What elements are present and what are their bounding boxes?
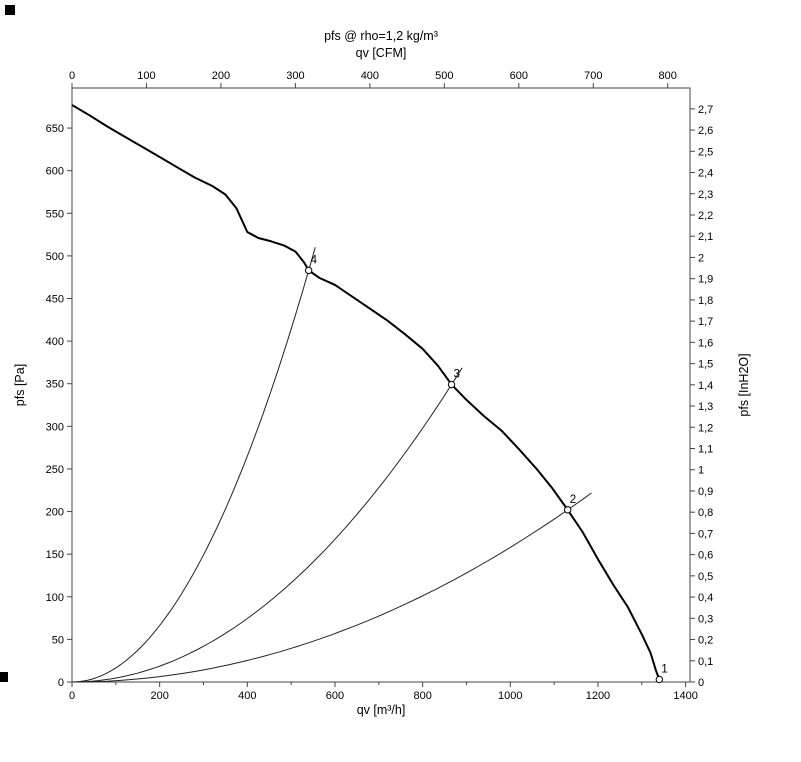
top-axis-tick-label: 200 [212, 70, 230, 82]
y-axis-tick-label: 450 [46, 293, 64, 305]
operating-point-1 [655, 675, 664, 684]
right-axis-tick-label: 1,8 [698, 295, 713, 307]
operating-point-3 [447, 380, 456, 389]
system-curve-2 [71, 492, 592, 683]
y-axis-tick-label: 500 [46, 251, 64, 263]
x-axis-tick-label: 800 [413, 690, 431, 702]
y-axis-tick-label: 550 [46, 208, 64, 220]
operating-point-label-4: 4 [311, 254, 318, 266]
right-axis-tick-label: 1,3 [698, 401, 713, 413]
x-axis-tick-label: 0 [69, 690, 75, 702]
right-axis-tick-label: 0,9 [698, 486, 713, 498]
y-axis-tick-label: 400 [46, 336, 64, 348]
system-curve-3 [71, 367, 463, 683]
y-axis-tick-label: 50 [52, 634, 64, 646]
operating-point-label-2: 2 [570, 494, 576, 506]
y-axis-tick-label: 200 [46, 507, 64, 519]
right-axis-tick-label: 2,2 [698, 210, 713, 222]
right-axis-tick-label: 1,7 [698, 316, 713, 328]
right-axis-tick-label: 2,3 [698, 189, 713, 201]
right-axis-tick-label: 1 [698, 465, 704, 477]
top-axis-tick-label: 400 [361, 70, 379, 82]
x-axis-label: qv [m³/h] [357, 703, 406, 717]
y-axis-label: pfs [Pa] [13, 364, 27, 406]
right-axis-tick-label: 2,7 [698, 104, 713, 116]
right-axis-tick-label: 0 [698, 677, 704, 689]
chart-title: pfs @ rho=1,2 kg/m³ [324, 29, 438, 43]
y-axis-tick-label: 300 [46, 421, 64, 433]
y-axis-tick-label: 600 [46, 166, 64, 178]
x-axis-tick-label: 1200 [586, 690, 610, 702]
top-axis-tick-label: 500 [435, 70, 453, 82]
right-axis-tick-label: 0,8 [698, 507, 713, 519]
y-axis-tick-label: 0 [58, 677, 64, 689]
x-axis-tick-label: 400 [238, 690, 256, 702]
selection-handle-left[interactable] [0, 672, 8, 682]
right-axis-tick-label: 1,4 [698, 380, 713, 392]
y-axis-tick-label: 150 [46, 549, 64, 561]
top-axis-tick-label: 800 [659, 70, 677, 82]
top-axis-tick-label: 600 [510, 70, 528, 82]
right-axis-tick-label: 1,2 [698, 422, 713, 434]
y-axis-tick-label: 650 [46, 123, 64, 135]
right-axis-tick-label: 0,4 [698, 592, 713, 604]
right-axis-label: pfs [InH2O] [737, 353, 751, 416]
operating-point-4 [304, 266, 313, 275]
operating-point-label-1: 1 [661, 663, 667, 675]
right-axis-tick-label: 0,1 [698, 656, 713, 668]
right-axis-tick-label: 0,5 [698, 571, 713, 583]
top-axis-tick-label: 700 [584, 70, 602, 82]
operating-point-2 [564, 506, 572, 514]
right-axis-tick-label: 1,1 [698, 443, 713, 455]
x-axis-tick-label: 1400 [673, 690, 697, 702]
right-axis-tick-label: 0,6 [698, 550, 713, 562]
top-axis-tick-label: 300 [286, 70, 304, 82]
right-axis-tick-label: 1,9 [698, 274, 713, 286]
y-axis-tick-label: 250 [46, 464, 64, 476]
right-axis-tick-label: 0,3 [698, 613, 713, 625]
right-axis-tick-label: 2 [698, 252, 704, 264]
right-axis-tick-label: 0,2 [698, 635, 713, 647]
top-axis-label: qv [CFM] [356, 46, 407, 60]
right-axis-tick-label: 2,5 [698, 146, 713, 158]
y-axis-tick-label: 350 [46, 379, 64, 391]
right-axis-tick-label: 2,6 [698, 125, 713, 137]
right-axis-tick-label: 1,5 [698, 359, 713, 371]
y-axis-tick-label: 100 [46, 592, 64, 604]
right-axis-tick-label: 0,7 [698, 528, 713, 540]
plot-frame [71, 87, 691, 683]
system-curve-4 [71, 247, 316, 683]
right-axis-tick-label: 2,1 [698, 231, 713, 243]
right-axis-tick-label: 2,4 [698, 168, 713, 180]
x-axis-tick-label: 200 [150, 690, 168, 702]
x-axis-tick-label: 1000 [498, 690, 522, 702]
top-axis-tick-label: 0 [69, 70, 75, 82]
selection-handle-top-left[interactable] [5, 5, 15, 15]
top-axis-tick-label: 100 [137, 70, 155, 82]
fan-curve [71, 104, 661, 680]
right-axis-tick-label: 1,6 [698, 337, 713, 349]
operating-point-label-3: 3 [454, 369, 460, 381]
x-axis-tick-label: 600 [326, 690, 344, 702]
